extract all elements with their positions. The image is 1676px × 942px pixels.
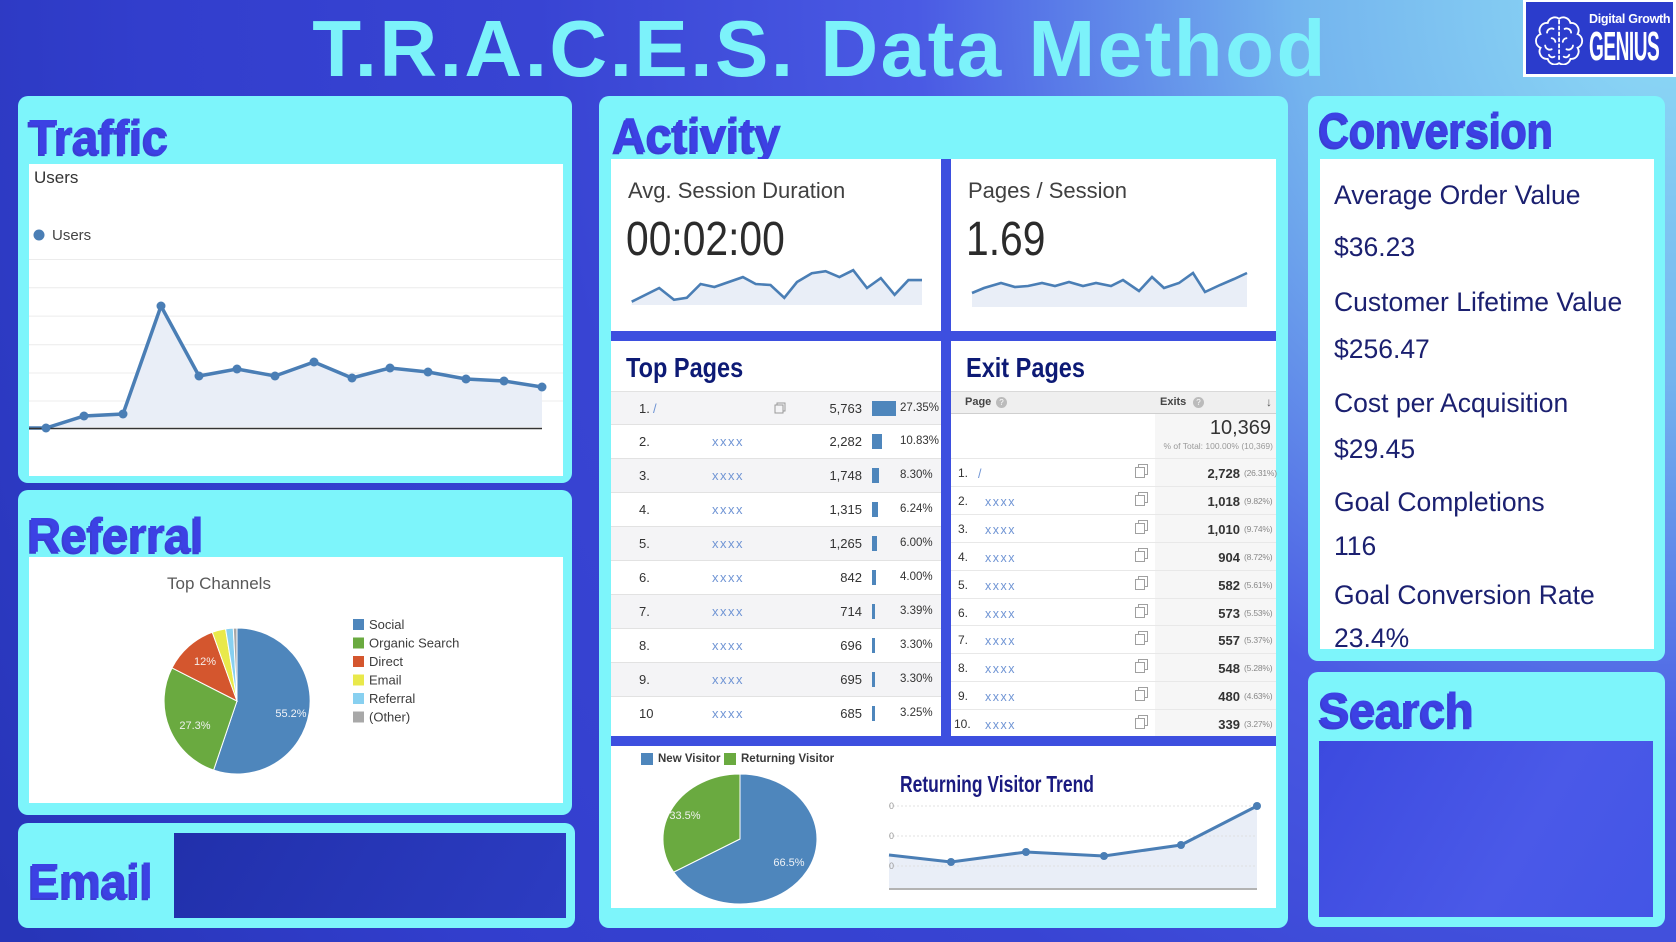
svg-text:12%: 12%: [194, 656, 216, 668]
svg-text:0: 0: [889, 831, 894, 841]
svg-text:0: 0: [889, 801, 894, 811]
svg-text:Users: Users: [34, 168, 78, 187]
svg-text:Email: Email: [369, 673, 402, 688]
svg-text:Direct: Direct: [369, 654, 403, 669]
svg-text:27.3%: 27.3%: [179, 720, 210, 732]
svg-text:0: 0: [889, 861, 894, 871]
svg-text:Social: Social: [369, 617, 405, 632]
svg-text:Organic Search: Organic Search: [369, 636, 459, 651]
svg-text:Referral: Referral: [369, 691, 415, 706]
svg-text:66.5%: 66.5%: [773, 857, 804, 869]
svg-text:55.2%: 55.2%: [275, 708, 306, 720]
svg-text:Top Channels: Top Channels: [167, 574, 271, 593]
svg-text:33.5%: 33.5%: [669, 810, 700, 822]
svg-text:Users: Users: [52, 227, 91, 244]
svg-text:(Other): (Other): [369, 710, 410, 725]
